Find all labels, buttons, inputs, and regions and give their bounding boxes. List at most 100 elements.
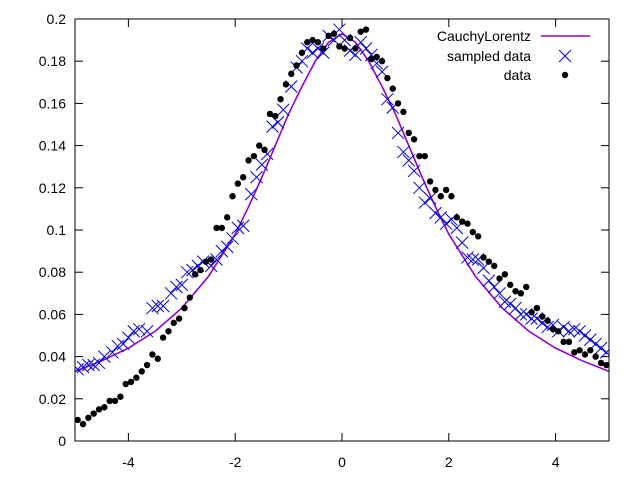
data-point: [592, 353, 599, 360]
sampled-data-point: [215, 244, 229, 258]
series-cauchylorentz: [75, 32, 609, 373]
legend-swatch-dot: [561, 71, 569, 79]
sampled-data-point: [509, 301, 522, 315]
data-point: [117, 393, 124, 400]
y-tick-label: 0.12: [39, 180, 66, 196]
sampled-data-point: [151, 299, 165, 313]
y-tick-label: 0.1: [47, 222, 67, 238]
sampled-data-point: [140, 324, 154, 338]
sampled-data-point: [391, 126, 405, 140]
sampled-data-point: [170, 280, 183, 294]
sampled-data-point: [127, 324, 141, 338]
x-tick-label: -4: [122, 454, 135, 470]
sampled-data-point: [92, 356, 106, 370]
data-point: [106, 397, 113, 405]
sampled-data-point: [210, 253, 223, 266]
data-point: [346, 34, 354, 42]
data-point: [410, 136, 418, 143]
data-point: [560, 338, 567, 346]
data-point: [603, 361, 609, 369]
sampled-data-point: [116, 337, 130, 351]
data-point: [320, 45, 327, 52]
sampled-data-point: [106, 346, 119, 359]
data-point: [362, 26, 370, 33]
data-point: [175, 315, 183, 322]
sampled-data-point: [583, 333, 597, 347]
data-point: [341, 45, 348, 52]
sampled-data-point: [175, 278, 189, 292]
data-point: [186, 294, 194, 301]
sampled-data-point: [311, 42, 325, 55]
data-point: [133, 374, 140, 381]
y-tick-label: 0.14: [39, 138, 66, 154]
data-point: [480, 254, 487, 261]
data-point: [79, 420, 87, 428]
sampled-data-point: [146, 301, 159, 315]
data-point: [581, 351, 589, 358]
data-point: [512, 287, 519, 295]
sampled-data-point: [407, 164, 421, 178]
data-point: [330, 30, 338, 37]
data-point: [432, 186, 439, 194]
sampled-data-point: [236, 219, 250, 233]
x-tick-label: -2: [229, 454, 242, 470]
data-point: [565, 338, 573, 346]
data-point: [549, 325, 557, 333]
sampled-data-point: [348, 48, 362, 62]
sampled-data-point: [180, 265, 194, 279]
data-point: [533, 304, 541, 312]
data-point: [507, 281, 514, 289]
sampled-data-point: [413, 181, 426, 195]
data-point: [207, 256, 215, 263]
data-point: [464, 220, 471, 227]
data-point: [458, 218, 466, 225]
data-point: [474, 233, 482, 240]
sampled-data-point: [255, 158, 269, 171]
x-tick-label: 0: [338, 454, 346, 470]
data-point: [442, 186, 450, 194]
data-point: [453, 214, 461, 221]
sampled-data-point: [381, 92, 394, 106]
data-point: [421, 152, 428, 160]
sampled-data-point: [578, 329, 592, 342]
sampled-data-point: [498, 295, 512, 309]
data-point: [405, 129, 412, 137]
data-point: [555, 328, 562, 335]
data-point: [234, 180, 242, 187]
sampled-data-point: [250, 170, 263, 184]
x-tick-label: 4: [552, 454, 560, 470]
data-point: [218, 224, 226, 232]
data-point: [138, 368, 145, 375]
data-point: [181, 304, 188, 312]
data-point: [597, 359, 605, 367]
sampled-data-point: [514, 308, 528, 321]
sampled-data-point: [164, 286, 178, 300]
series-sampled-data: [75, 23, 609, 376]
series-data: [75, 26, 609, 428]
sampled-data-point: [98, 350, 111, 363]
data-point: [523, 283, 530, 291]
data-point: [149, 351, 156, 358]
sampled-data-point: [482, 274, 496, 287]
data-point: [143, 361, 151, 369]
legend: CauchyLorentz sampled data data: [437, 28, 590, 83]
sampled-data-point: [525, 312, 538, 325]
sampled-data-point: [156, 299, 170, 313]
data-point: [448, 193, 455, 200]
sampled-data-point: [244, 187, 258, 201]
sampled-data-point: [423, 191, 437, 205]
data-point: [352, 45, 359, 52]
data-point: [298, 49, 306, 56]
legend-swatch-cross: [558, 49, 572, 63]
data-point: [223, 214, 231, 221]
sampled-data-point: [439, 217, 453, 231]
data-point: [389, 85, 396, 92]
sampled-data-point: [111, 339, 125, 353]
data-point: [85, 414, 92, 421]
y-tick-label: 0.2: [47, 11, 67, 27]
data-point: [384, 74, 391, 82]
data-point: [191, 271, 199, 278]
sampled-data-point: [132, 322, 146, 336]
data-point: [400, 108, 407, 116]
